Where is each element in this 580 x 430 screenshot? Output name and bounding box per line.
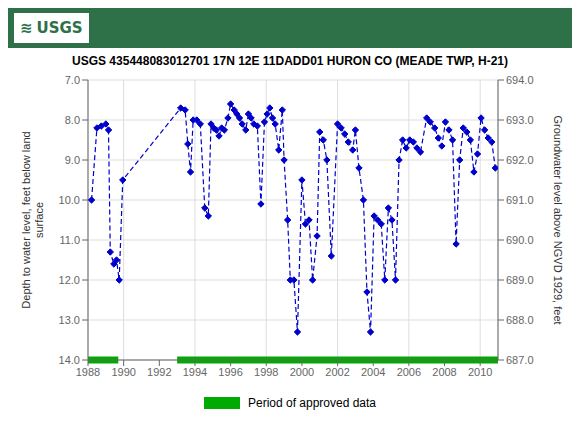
svg-text:1998: 1998 bbox=[254, 366, 278, 378]
svg-text:694.0: 694.0 bbox=[506, 74, 534, 86]
svg-text:2000: 2000 bbox=[290, 366, 314, 378]
svg-text:690.0: 690.0 bbox=[506, 234, 534, 246]
svg-text:693.0: 693.0 bbox=[506, 114, 534, 126]
svg-text:2002: 2002 bbox=[325, 366, 349, 378]
svg-text:1994: 1994 bbox=[183, 366, 207, 378]
svg-text:1992: 1992 bbox=[147, 366, 171, 378]
svg-text:1988: 1988 bbox=[76, 366, 100, 378]
svg-text:Depth to water level, feet bel: Depth to water level, feet below landsur… bbox=[20, 131, 45, 308]
svg-text:2004: 2004 bbox=[361, 366, 385, 378]
svg-text:8.0: 8.0 bbox=[65, 114, 80, 126]
svg-text:687.0: 687.0 bbox=[506, 354, 534, 366]
svg-text:10.0: 10.0 bbox=[59, 194, 80, 206]
svg-text:7.0: 7.0 bbox=[65, 74, 80, 86]
svg-text:2008: 2008 bbox=[432, 366, 456, 378]
svg-text:2010: 2010 bbox=[468, 366, 492, 378]
svg-text:12.0: 12.0 bbox=[59, 274, 80, 286]
html-text:≋ USGS: ≋ USGS bbox=[20, 19, 83, 37]
svg-text:Groundwater level above NGVD 1: Groundwater level above NGVD 1929, feet bbox=[552, 115, 564, 324]
html-text:Period of approved data: Period of approved data bbox=[248, 396, 376, 410]
html-text:USGS 435448083012701 17N 12E 1: USGS 435448083012701 17N 12E 11DADD01 HU… bbox=[72, 54, 508, 68]
svg-text:14.0: 14.0 bbox=[59, 354, 80, 366]
svg-text:692.0: 692.0 bbox=[506, 154, 534, 166]
svg-text:691.0: 691.0 bbox=[506, 194, 534, 206]
svg-text:1996: 1996 bbox=[218, 366, 242, 378]
svg-text:9.0: 9.0 bbox=[65, 154, 80, 166]
svg-text:1990: 1990 bbox=[111, 366, 135, 378]
svg-text:688.0: 688.0 bbox=[506, 314, 534, 326]
svg-text:2006: 2006 bbox=[397, 366, 421, 378]
svg-text:689.0: 689.0 bbox=[506, 274, 534, 286]
svg-text:11.0: 11.0 bbox=[59, 234, 80, 246]
svg-text:13.0: 13.0 bbox=[59, 314, 80, 326]
